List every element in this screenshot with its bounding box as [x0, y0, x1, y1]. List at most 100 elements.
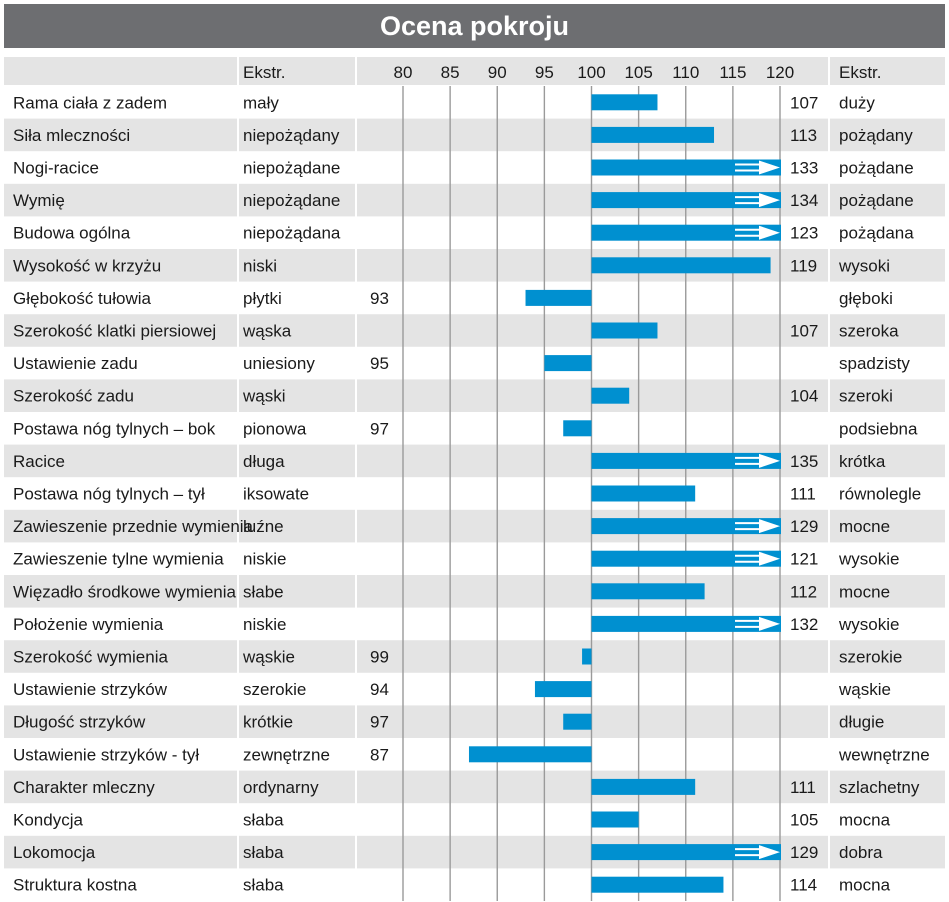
- left-extreme-label: niskie: [243, 550, 286, 569]
- value-label: 134: [790, 191, 818, 210]
- row-band: [4, 379, 945, 412]
- right-extreme-label: dobra: [839, 843, 883, 862]
- value-label: 107: [790, 322, 818, 341]
- row-band: [4, 835, 945, 869]
- trait-label: Szerokość zadu: [13, 387, 134, 406]
- trait-label: Głębokość tułowia: [13, 289, 152, 308]
- trait-label: Budowa ogólna: [13, 224, 131, 243]
- trait-label: Postawa nóg tylnych – bok: [13, 419, 216, 438]
- chart-title: Ocena pokroju: [379, 10, 570, 41]
- value-bar: [582, 648, 592, 665]
- left-extreme-label: długa: [243, 452, 285, 471]
- value-label: 97: [370, 713, 389, 732]
- value-label: 107: [790, 93, 818, 112]
- right-extreme-label: szeroka: [839, 322, 899, 341]
- right-extreme-label: wysokie: [838, 615, 899, 634]
- right-extreme-label: długie: [839, 713, 884, 732]
- right-extreme-label: pożądane: [839, 191, 914, 210]
- trait-label: Ustawienie strzyków - tył: [13, 745, 199, 764]
- value-bar: [591, 192, 781, 209]
- right-extreme-label: wewnętrzne: [838, 745, 930, 764]
- x-tick-label: 90: [488, 63, 507, 82]
- trait-label: Zawieszenie tylne wymienia: [13, 550, 224, 569]
- value-bar: [591, 387, 630, 404]
- left-extreme-label: niepożądany: [243, 126, 340, 145]
- trait-label: Charakter mleczny: [13, 778, 155, 797]
- left-extreme-label: słaba: [243, 843, 284, 862]
- value-label: 112: [790, 582, 817, 601]
- trait-label: Więzadło środkowe wymienia: [13, 582, 237, 601]
- right-extreme-label: krótka: [839, 452, 886, 471]
- overflow-arrow: [759, 551, 780, 566]
- left-extreme-label: niskie: [243, 615, 286, 634]
- value-label: 111: [790, 778, 816, 797]
- value-label: 133: [790, 159, 818, 178]
- value-bar: [563, 420, 592, 437]
- right-extreme-label: szerokie: [839, 648, 902, 667]
- value-bar: [591, 550, 781, 567]
- right-extreme-label: pożądana: [839, 224, 914, 243]
- trait-label: Położenie wymienia: [13, 615, 164, 634]
- left-extreme-label: wąska: [242, 322, 292, 341]
- value-label: 113: [790, 126, 817, 145]
- left-extreme-label: krótkie: [243, 713, 293, 732]
- value-bar: [591, 583, 705, 600]
- value-bar: [591, 126, 715, 143]
- value-bar: [591, 257, 771, 274]
- left-extreme-label: uniesiony: [243, 354, 315, 373]
- trait-label: Kondycja: [13, 811, 83, 830]
- left-extreme-label: szerokie: [243, 680, 306, 699]
- value-bar: [591, 876, 724, 893]
- value-bar: [525, 289, 592, 306]
- x-tick-label: 120: [766, 63, 794, 82]
- right-extreme-label: mocna: [839, 876, 891, 895]
- right-extreme-label: wysokie: [838, 550, 899, 569]
- trait-label: Racice: [13, 452, 65, 471]
- trait-label: Siła mleczności: [13, 126, 130, 145]
- value-bar: [591, 811, 639, 828]
- trait-label: Struktura kostna: [13, 876, 137, 895]
- value-label: 111: [790, 485, 816, 504]
- trait-label: Nogi-racice: [13, 159, 99, 178]
- right-extreme-label: mocna: [839, 811, 891, 830]
- right-extreme-label: mocne: [839, 582, 890, 601]
- value-bar: [544, 355, 592, 372]
- trait-label: Szerokość wymienia: [13, 648, 168, 667]
- value-label: 132: [790, 615, 818, 634]
- value-bar: [591, 615, 781, 632]
- left-extreme-label: słaba: [243, 811, 284, 830]
- right-extreme-label: pożądane: [839, 159, 914, 178]
- row-band: [4, 770, 945, 804]
- overflow-arrow: [759, 225, 780, 240]
- row-band: [4, 509, 945, 543]
- chart-title-bar: Ocena pokroju: [4, 4, 945, 48]
- value-label: 94: [370, 680, 389, 699]
- left-extreme-label: luźne: [243, 517, 284, 536]
- right-extreme-label: mocne: [839, 517, 890, 536]
- trait-label: Lokomocja: [13, 843, 96, 862]
- row-band: [4, 575, 945, 608]
- trait-label: Szerokość klatki piersiowej: [13, 322, 216, 341]
- header-ekstr-left: Ekstr.: [243, 63, 286, 82]
- value-bar: [591, 159, 781, 176]
- right-extreme-label: wąskie: [838, 680, 891, 699]
- value-bar: [591, 485, 696, 502]
- value-label: 129: [790, 843, 818, 862]
- value-bar: [591, 518, 781, 535]
- left-extreme-label: płytki: [243, 289, 282, 308]
- left-extreme-label: słaba: [243, 876, 284, 895]
- value-label: 123: [790, 224, 818, 243]
- row-band: [4, 314, 945, 347]
- overflow-arrow: [759, 193, 780, 208]
- left-extreme-label: mały: [243, 93, 279, 112]
- right-extreme-label: podsiebna: [839, 419, 918, 438]
- value-bar: [591, 322, 658, 339]
- value-bar: [591, 94, 658, 111]
- value-bar: [534, 681, 592, 698]
- left-extreme-label: iksowate: [243, 485, 309, 504]
- right-extreme-label: wysoki: [838, 256, 890, 275]
- left-extreme-label: niski: [243, 256, 277, 275]
- left-extreme-label: niepożądane: [243, 191, 340, 210]
- x-tick-label: 80: [394, 63, 413, 82]
